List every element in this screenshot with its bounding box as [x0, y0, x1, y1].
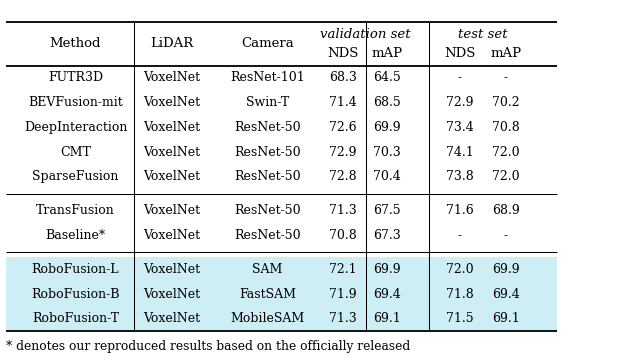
Text: NDS: NDS — [444, 47, 476, 60]
Text: 67.3: 67.3 — [373, 229, 401, 242]
Text: 69.9: 69.9 — [492, 263, 520, 276]
Text: 70.2: 70.2 — [492, 96, 520, 109]
Text: MobileSAM: MobileSAM — [230, 312, 305, 325]
Text: Method: Method — [50, 37, 101, 50]
Text: ResNet-50: ResNet-50 — [234, 146, 301, 159]
Text: CMT: CMT — [60, 146, 91, 159]
Text: Camera: Camera — [241, 37, 294, 50]
Text: NDS: NDS — [327, 47, 359, 60]
Text: 72.8: 72.8 — [329, 170, 357, 183]
Text: RoboFusion-B: RoboFusion-B — [31, 288, 120, 301]
Text: 72.6: 72.6 — [329, 121, 357, 134]
Text: BEVFusion-mit: BEVFusion-mit — [28, 96, 123, 109]
Text: ResNet-50: ResNet-50 — [234, 121, 301, 134]
Text: 67.5: 67.5 — [373, 204, 401, 217]
Text: 69.9: 69.9 — [373, 121, 401, 134]
Text: ResNet-50: ResNet-50 — [234, 170, 301, 183]
Text: ResNet-101: ResNet-101 — [230, 71, 305, 84]
Text: -: - — [504, 71, 508, 84]
Text: 71.3: 71.3 — [329, 312, 357, 325]
Text: VoxelNet: VoxelNet — [143, 229, 200, 242]
Text: 71.5: 71.5 — [445, 312, 474, 325]
Text: 71.8: 71.8 — [445, 288, 474, 301]
Text: test set: test set — [458, 28, 508, 41]
Text: 69.4: 69.4 — [492, 288, 520, 301]
Text: Baseline*: Baseline* — [45, 229, 106, 242]
Text: VoxelNet: VoxelNet — [143, 121, 200, 134]
Text: VoxelNet: VoxelNet — [143, 96, 200, 109]
Text: FUTR3D: FUTR3D — [48, 71, 103, 84]
Text: mAP: mAP — [372, 47, 403, 60]
Text: 72.0: 72.0 — [445, 263, 474, 276]
Text: 73.4: 73.4 — [445, 121, 474, 134]
Text: -: - — [458, 71, 461, 84]
Text: SAM: SAM — [252, 263, 283, 276]
Text: VoxelNet: VoxelNet — [143, 312, 200, 325]
Text: VoxelNet: VoxelNet — [143, 288, 200, 301]
Text: -: - — [458, 229, 461, 242]
Text: 73.8: 73.8 — [445, 170, 474, 183]
Text: 72.0: 72.0 — [492, 170, 520, 183]
Text: 71.9: 71.9 — [329, 288, 357, 301]
Text: 72.0: 72.0 — [492, 146, 520, 159]
Text: RoboFusion-L: RoboFusion-L — [32, 263, 119, 276]
Text: mAP: mAP — [490, 47, 521, 60]
Text: DeepInteraction: DeepInteraction — [24, 121, 127, 134]
Text: SparseFusion: SparseFusion — [33, 170, 118, 183]
Text: 64.5: 64.5 — [373, 71, 401, 84]
Text: VoxelNet: VoxelNet — [143, 204, 200, 217]
Text: 71.6: 71.6 — [445, 204, 474, 217]
Text: 71.3: 71.3 — [329, 204, 357, 217]
Text: 72.9: 72.9 — [446, 96, 473, 109]
Text: VoxelNet: VoxelNet — [143, 146, 200, 159]
Text: TransFusion: TransFusion — [36, 204, 115, 217]
Text: 68.5: 68.5 — [373, 96, 401, 109]
Text: ResNet-50: ResNet-50 — [234, 229, 301, 242]
Text: VoxelNet: VoxelNet — [143, 263, 200, 276]
Text: VoxelNet: VoxelNet — [143, 71, 200, 84]
Text: 69.1: 69.1 — [373, 312, 401, 325]
Text: FastSAM: FastSAM — [239, 288, 296, 301]
Bar — [6, 257, 557, 331]
Text: validation set: validation set — [320, 28, 410, 41]
Text: VoxelNet: VoxelNet — [143, 170, 200, 183]
Text: 70.3: 70.3 — [373, 146, 401, 159]
Text: 71.4: 71.4 — [329, 96, 357, 109]
Text: -: - — [504, 229, 508, 242]
Text: 69.1: 69.1 — [492, 312, 520, 325]
Text: Swin-T: Swin-T — [246, 96, 289, 109]
Text: 72.9: 72.9 — [330, 146, 356, 159]
Text: 72.1: 72.1 — [329, 263, 357, 276]
Text: 68.9: 68.9 — [492, 204, 520, 217]
Text: 74.1: 74.1 — [445, 146, 474, 159]
Text: RoboFusion-T: RoboFusion-T — [32, 312, 119, 325]
Text: ResNet-50: ResNet-50 — [234, 204, 301, 217]
Text: 69.9: 69.9 — [373, 263, 401, 276]
Text: 68.3: 68.3 — [329, 71, 357, 84]
Text: LiDAR: LiDAR — [150, 37, 193, 50]
Text: 70.8: 70.8 — [492, 121, 520, 134]
Text: 70.4: 70.4 — [373, 170, 401, 183]
Text: * denotes our reproduced results based on the officially released: * denotes our reproduced results based o… — [6, 340, 411, 353]
Text: 69.4: 69.4 — [373, 288, 401, 301]
Text: 70.8: 70.8 — [329, 229, 357, 242]
